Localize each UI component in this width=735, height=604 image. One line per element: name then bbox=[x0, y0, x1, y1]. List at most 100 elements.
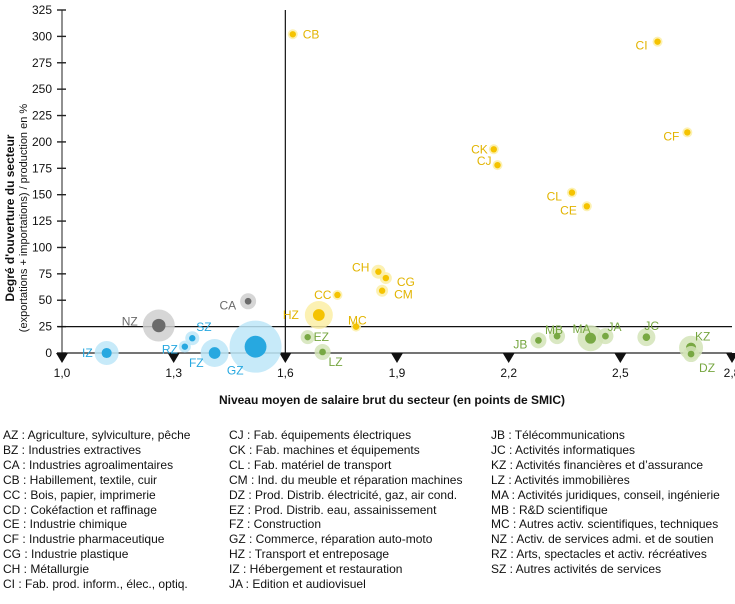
legend-column-2: CJ : Fab. équipements électriques CK : Fa… bbox=[229, 428, 489, 592]
point-marker bbox=[535, 336, 542, 344]
x-tick-mark bbox=[391, 353, 403, 363]
legend-entry: CH : Métallurgie bbox=[3, 562, 90, 577]
legend-entry: CF : Industrie pharmaceutique bbox=[3, 532, 165, 547]
x-tick-mark bbox=[726, 353, 735, 363]
x-tick-label: 1,6 bbox=[277, 366, 294, 380]
point-ez bbox=[300, 330, 315, 345]
point-label-ja: JA bbox=[607, 320, 621, 334]
point-marker bbox=[378, 287, 386, 294]
x-tick-label: 1,0 bbox=[54, 366, 71, 380]
point-ck bbox=[488, 144, 499, 155]
x-tick-mark bbox=[502, 353, 515, 363]
y-tick-label: 150 bbox=[32, 188, 52, 202]
legend-column-1: AZ : Agriculture, sylviculture, pêche BZ … bbox=[3, 428, 225, 592]
point-label-cj: CJ bbox=[477, 154, 492, 168]
point-hz bbox=[304, 301, 333, 330]
point-label-ci: CI bbox=[636, 39, 648, 53]
legend-entry: JB : Télécommunications bbox=[491, 428, 625, 442]
point-label-dz: DZ bbox=[699, 361, 715, 375]
point-cj bbox=[492, 160, 503, 171]
legend-entry: BZ : Industries extractives bbox=[3, 442, 142, 457]
y-tick-label: 250 bbox=[32, 82, 52, 96]
point-marker bbox=[684, 129, 691, 136]
point-marker bbox=[312, 309, 325, 321]
point-label-fz: FZ bbox=[189, 356, 204, 370]
legend-entry: MB : R&D scientifique bbox=[491, 502, 608, 517]
point-label-cm: CM bbox=[394, 288, 413, 302]
point-iz bbox=[94, 341, 119, 365]
point-marker bbox=[375, 268, 382, 275]
legend-entry: AZ : Agriculture, sylviculture, pêche bbox=[3, 428, 191, 442]
point-marker bbox=[152, 318, 166, 333]
x-tick-mark bbox=[614, 353, 627, 363]
legend-entry: JC : Activités informatiques bbox=[491, 442, 636, 457]
point-marker bbox=[181, 343, 189, 350]
y-tick-label: 300 bbox=[32, 29, 52, 43]
point-label-jb: JB bbox=[513, 337, 527, 351]
point-rz bbox=[178, 340, 191, 353]
x-tick-mark bbox=[56, 353, 68, 363]
point-label-kz: KZ bbox=[695, 330, 710, 344]
y-tick-label: 75 bbox=[39, 267, 53, 281]
gridlines bbox=[56, 9, 735, 363]
point-ci bbox=[652, 36, 663, 47]
x-tick-mark bbox=[279, 353, 292, 363]
x-tick-mark bbox=[167, 353, 180, 363]
point-marker bbox=[289, 31, 296, 38]
point-marker bbox=[654, 38, 661, 45]
point-sz bbox=[185, 331, 200, 346]
legend-entry: CM : Ind. du meuble et réparation machin… bbox=[229, 472, 463, 487]
point-marker bbox=[334, 291, 341, 299]
point-fz bbox=[200, 339, 229, 367]
x-tick-label: 1,9 bbox=[389, 366, 406, 380]
point-label-hz: HZ bbox=[283, 308, 299, 322]
point-label-cb: CB bbox=[303, 27, 320, 41]
legend-entry: CB : Habillement, textile, cuir bbox=[3, 472, 158, 487]
point-marker bbox=[189, 335, 196, 342]
point-label-cf: CF bbox=[663, 129, 679, 143]
point-label-cl: CL bbox=[547, 190, 563, 204]
legend-column-3: JB : Télécommunications JC : Activités in… bbox=[491, 428, 731, 577]
x-tick-label: 2,8 bbox=[724, 366, 735, 380]
y-tick-label: 100 bbox=[32, 240, 52, 254]
y-tick-label: 225 bbox=[32, 109, 52, 123]
point-nz bbox=[142, 309, 175, 342]
point-mb bbox=[549, 328, 566, 345]
point-marker bbox=[585, 332, 597, 344]
legend-entry: CK : Fab. machines et équipements bbox=[229, 442, 420, 457]
x-tick-label: 2,2 bbox=[500, 366, 517, 380]
point-label-rz: RZ bbox=[162, 343, 178, 357]
point-label-cc: CC bbox=[314, 288, 332, 302]
y-tick-label: 275 bbox=[32, 56, 52, 70]
point-ja bbox=[597, 328, 614, 345]
legend-entry: CA : Industries agroalimentaires bbox=[3, 457, 174, 472]
point-label-jc: JC bbox=[644, 319, 659, 333]
point-cl bbox=[566, 187, 577, 198]
point-label-ce: CE bbox=[560, 203, 577, 217]
point-label-lz: LZ bbox=[329, 355, 343, 369]
point-label-ma: MA bbox=[573, 322, 591, 336]
y-tick-label: 175 bbox=[32, 161, 52, 175]
legend-entry: MA : Activités juridiques, conseil, ingé… bbox=[491, 487, 720, 502]
point-label-gz: GZ bbox=[227, 364, 244, 378]
point-marker bbox=[304, 333, 311, 341]
legend-entry: HZ : Transport et entreposage bbox=[229, 547, 390, 562]
legend-entry: CC : Bois, papier, imprimerie bbox=[3, 487, 156, 502]
point-marker bbox=[490, 146, 497, 153]
point-marker bbox=[382, 274, 390, 282]
y-tick-label: 50 bbox=[39, 293, 53, 307]
point-cc bbox=[332, 289, 343, 300]
legend-entry: IZ : Hébergement et restauration bbox=[229, 562, 403, 577]
y-tick-labels: 0 25 50 75 100 125 150 175 200 225 250 275 300 325 bbox=[32, 3, 52, 360]
point-marker bbox=[244, 335, 267, 358]
legend-entry: CG : Industrie plastique bbox=[3, 547, 129, 562]
point-marker bbox=[583, 203, 591, 210]
point-jc bbox=[637, 328, 656, 347]
legend-entry: NZ : Activ. de services admi. et de sout… bbox=[491, 532, 714, 547]
legend-entry: CI : Fab. prod. inform., élec., optiq. bbox=[3, 577, 188, 592]
legend-entry: FZ : Construction bbox=[229, 517, 322, 532]
y-tick-label: 25 bbox=[39, 320, 53, 334]
point-label-ch: CH bbox=[352, 261, 369, 275]
legend-entry: JA : Edition et audiovisuel bbox=[229, 577, 366, 592]
legend-entry: KZ : Activités financières et d’assuranc… bbox=[491, 457, 704, 472]
